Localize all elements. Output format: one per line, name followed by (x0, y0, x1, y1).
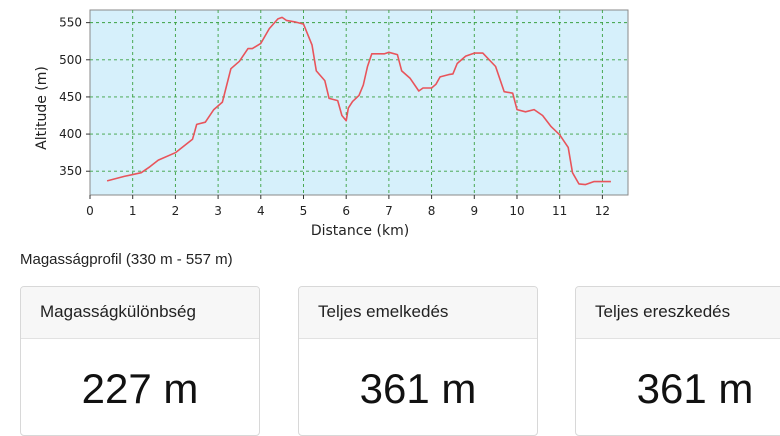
x-tick-label: 11 (552, 204, 567, 218)
y-tick-label: 400 (59, 127, 82, 141)
y-axis-label: Altitude (m) (34, 66, 50, 150)
x-tick-label: 9 (470, 204, 478, 218)
elevation-difference-card: Magasságkülönbség 227 m (20, 286, 260, 436)
x-tick-label: 7 (385, 204, 393, 218)
y-tick-label: 500 (59, 53, 82, 67)
x-tick-label: 12 (595, 204, 610, 218)
x-tick-label: 2 (172, 204, 180, 218)
stat-card-header: Teljes emelkedés (299, 287, 537, 339)
stat-card-header: Teljes ereszkedés (576, 287, 780, 339)
x-tick-label: 10 (509, 204, 524, 218)
y-tick-label: 350 (59, 164, 82, 178)
stat-card-header: Magasságkülönbség (21, 287, 259, 339)
x-axis-label: Distance (km) (311, 223, 409, 239)
x-tick-label: 8 (428, 204, 436, 218)
plot-area (89, 9, 629, 196)
stat-card-value: 361 m (636, 365, 754, 412)
elevation-profile-caption: Magasságprofil (330 m - 557 m) (20, 251, 233, 268)
total-descent-card: Teljes ereszkedés 361 m (575, 286, 780, 436)
elevation-line (106, 16, 611, 186)
x-tick-label: 0 (86, 204, 94, 218)
x-tick-label: 4 (257, 204, 265, 218)
x-tick-label: 5 (300, 204, 308, 218)
y-tick-label: 550 (59, 16, 82, 30)
total-ascent-card: Teljes emelkedés 361 m (298, 286, 538, 436)
stat-card-value: 227 m (81, 365, 199, 412)
x-tick-label: 3 (214, 204, 222, 218)
x-tick-label: 6 (342, 204, 350, 218)
stat-card-value: 361 m (359, 365, 477, 412)
x-tick-label: 1 (129, 204, 137, 218)
y-tick-label: 450 (59, 90, 82, 104)
